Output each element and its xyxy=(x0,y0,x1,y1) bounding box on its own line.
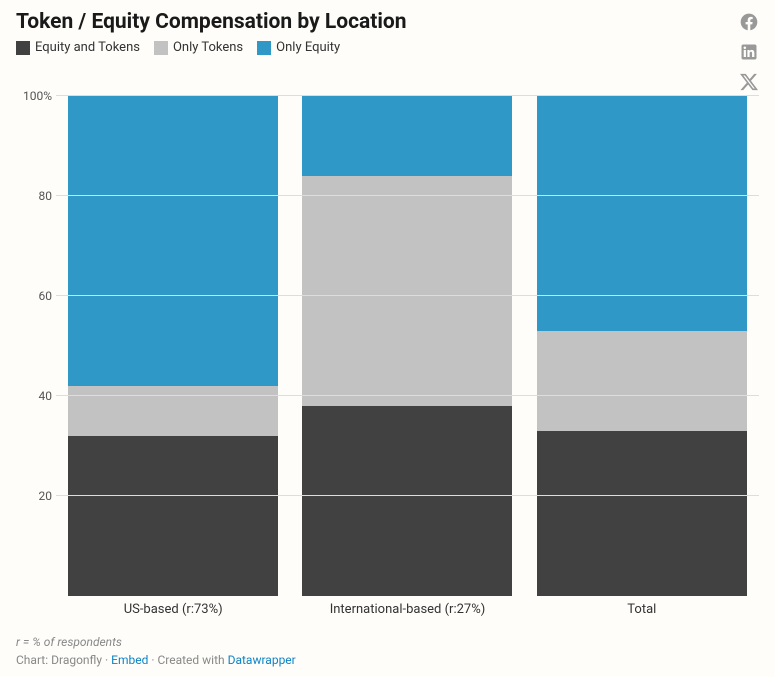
x-axis-label: Total xyxy=(525,602,759,617)
y-axis-label: 20 xyxy=(18,489,52,503)
legend-item: Only Tokens xyxy=(154,40,243,55)
bar-segment xyxy=(537,431,747,596)
grid-line xyxy=(56,95,759,96)
bar-slot xyxy=(290,96,524,596)
legend-swatch xyxy=(16,41,30,55)
bar-segment xyxy=(302,406,512,596)
stacked-bar xyxy=(537,96,747,596)
bar-segment xyxy=(68,96,278,386)
bar-segment xyxy=(302,176,512,406)
bar-segment xyxy=(68,436,278,596)
legend-item: Only Equity xyxy=(257,40,340,55)
datawrapper-link[interactable]: Datawrapper xyxy=(228,653,296,667)
legend-label: Equity and Tokens xyxy=(35,40,140,55)
legend-label: Only Tokens xyxy=(173,40,243,55)
bar-segment xyxy=(537,331,747,431)
bar-slot xyxy=(525,96,759,596)
x-icon[interactable] xyxy=(739,72,759,92)
y-axis-label: 80 xyxy=(18,189,52,203)
chart: 20406080100% US-based (r:73%)Internation… xyxy=(16,96,759,617)
grid-line xyxy=(56,495,759,496)
embed-link[interactable]: Embed xyxy=(111,653,148,667)
legend-swatch xyxy=(154,41,168,55)
stacked-bar xyxy=(68,96,278,596)
facebook-icon[interactable] xyxy=(739,12,759,32)
linkedin-icon[interactable] xyxy=(739,42,759,62)
y-axis-label: 40 xyxy=(18,389,52,403)
grid-line xyxy=(56,195,759,196)
grid-line xyxy=(56,395,759,396)
y-axis-label: 100% xyxy=(18,89,52,103)
plot-area: 20406080100% xyxy=(56,96,759,596)
legend-swatch xyxy=(257,41,271,55)
stacked-bar xyxy=(302,96,512,596)
credit-line: Chart: Dragonfly · Embed · Created with … xyxy=(16,653,759,667)
bar-slot xyxy=(56,96,290,596)
bars-container xyxy=(56,96,759,596)
credit-suffix: · Created with xyxy=(148,653,227,667)
credit-prefix: Chart: Dragonfly · xyxy=(16,653,111,667)
x-axis-label: US-based (r:73%) xyxy=(56,602,290,617)
x-axis-labels: US-based (r:73%)International-based (r:2… xyxy=(56,602,759,617)
bar-segment xyxy=(302,96,512,176)
legend-item: Equity and Tokens xyxy=(16,40,140,55)
legend-label: Only Equity xyxy=(276,40,340,55)
footnote: r = % of respondents xyxy=(16,635,759,649)
legend: Equity and Tokens Only Tokens Only Equity xyxy=(16,40,739,55)
share-column xyxy=(739,10,759,92)
x-axis-label: International-based (r:27%) xyxy=(290,602,524,617)
grid-line xyxy=(56,295,759,296)
bar-segment xyxy=(68,386,278,436)
chart-title: Token / Equity Compensation by Location xyxy=(16,10,739,34)
y-axis-label: 60 xyxy=(18,289,52,303)
